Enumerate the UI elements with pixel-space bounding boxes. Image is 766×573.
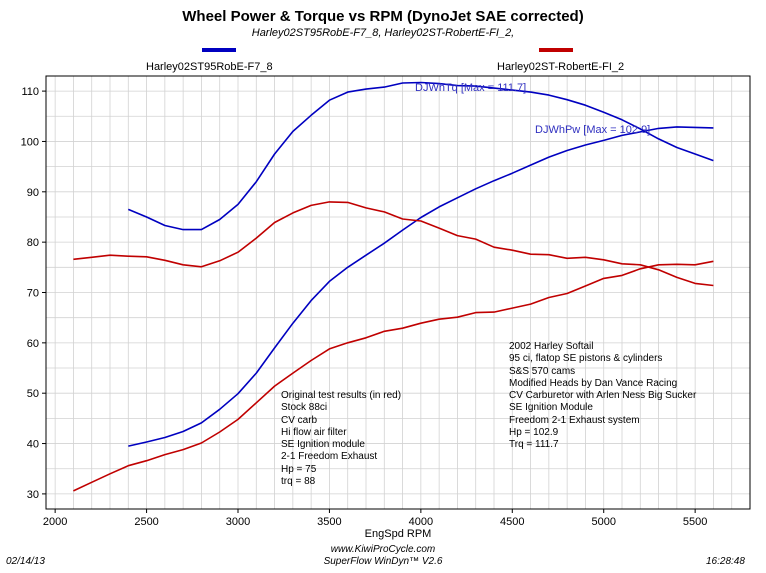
legend-label-blue: Harley02ST95RobE-F7_8 (146, 61, 273, 73)
notes-right: 2002 Harley Softail 95 ci, flatop SE pis… (509, 341, 696, 452)
y-tick-label: 50 (27, 388, 39, 400)
y-tick-label: 80 (27, 237, 39, 249)
power-annotation: DJWhPw [Max = 102.9] (535, 124, 650, 136)
note-line: Hp = 75 (281, 463, 317, 475)
chart-subtitle: Harley02ST95RobE-F7_8, Harley02ST-Robert… (251, 27, 515, 39)
footer-time: 16:28:48 (706, 556, 745, 567)
note-line: CV carb (281, 414, 318, 426)
note-line: S&S 570 cams (509, 365, 576, 377)
tick-labels: 2000 2500 3000 3500 4000 4500 5000 5500 30 40 50 60… (21, 86, 708, 528)
note-line: Original test results (in red) (281, 390, 402, 401)
series-line-torque-red (73, 201, 714, 287)
y-tick-label: 90 (27, 187, 39, 199)
chart-title: Wheel Power & Torque vs RPM (DynoJet SAE… (182, 8, 584, 25)
torque-annotation: DJWhTq [Max = 111.7] (415, 82, 526, 94)
note-line: Trq = 111.7 (509, 439, 559, 451)
note-line: Modified Heads by Dan Vance Racing (509, 377, 678, 389)
x-axis-label: EngSpd RPM (365, 528, 432, 540)
legend-swatch-blue (202, 48, 236, 52)
x-tick-label: 5000 (591, 516, 615, 528)
note-line: Hi flow air filter (281, 426, 347, 438)
note-line: trq = 88 (281, 476, 316, 488)
footer-software: SuperFlow WinDyn™ V2.6 (323, 556, 443, 567)
x-tick-label: 2500 (134, 516, 158, 528)
y-tick-label: 30 (27, 489, 39, 501)
note-line: 2002 Harley Softail (509, 341, 594, 352)
x-tick-label: 4500 (500, 516, 524, 528)
series-layer (73, 81, 714, 492)
y-tick-label: 40 (27, 439, 39, 451)
note-line: Stock 88ci (281, 402, 328, 414)
x-tick-label: 2000 (43, 516, 67, 528)
legend-label-red: Harley02ST-RobertE-FI_2 (497, 61, 625, 73)
x-tick-label: 4000 (409, 516, 433, 528)
notes-left: Original test results (in red) Stock 88c… (281, 390, 401, 488)
note-line: CV Carburetor with Arlen Ness Big Sucker (509, 390, 697, 402)
y-tick-label: 70 (27, 288, 39, 300)
note-line: 95 ci, flatop SE pistons & cylinders (509, 353, 663, 365)
note-line: SE Ignition Module (509, 402, 593, 414)
y-tick-label: 60 (27, 338, 39, 350)
x-tick-label: 5500 (683, 516, 707, 528)
x-tick-label: 3000 (226, 516, 250, 528)
x-tick-label: 3500 (317, 516, 341, 528)
note-line: 2-1 Freedom Exhaust (281, 451, 378, 463)
y-tick-label: 100 (21, 136, 39, 148)
series-line-power-blue (128, 126, 714, 447)
note-line: SE Ignition module (281, 439, 365, 451)
note-line: Freedom 2-1 Exhaust system (509, 414, 640, 426)
series-line-torque-blue (127, 81, 714, 231)
note-line: Hp = 102.9 (509, 427, 559, 439)
series-line-power-red (73, 260, 714, 492)
legend-swatch-red (539, 48, 573, 52)
grid (46, 76, 750, 509)
footer-date: 02/14/13 (6, 556, 45, 567)
y-tick-label: 110 (21, 86, 39, 98)
footer-website: www.KiwiProCycle.com (330, 544, 436, 555)
